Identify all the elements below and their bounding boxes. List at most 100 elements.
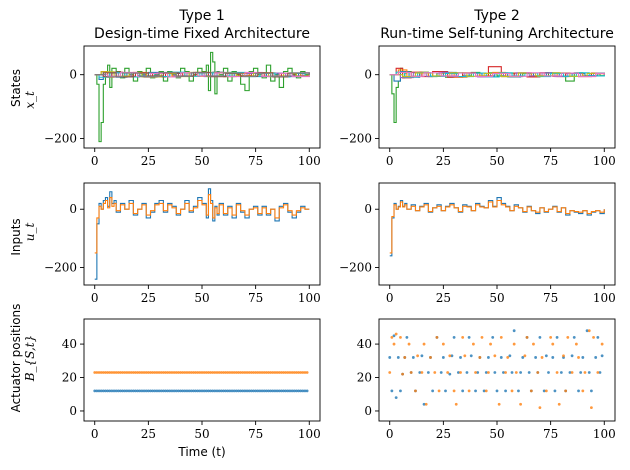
data-point <box>433 371 437 374</box>
data-point <box>260 371 264 374</box>
data-point <box>446 371 450 374</box>
data-point <box>271 389 275 393</box>
data-point <box>555 335 559 339</box>
data-point <box>183 371 187 374</box>
data-point <box>275 371 279 374</box>
data-point <box>506 356 510 359</box>
plot-area <box>94 51 310 143</box>
series-points-1 <box>388 329 604 410</box>
x-tick-label: 0 <box>91 427 99 441</box>
data-point <box>301 371 305 374</box>
data-point <box>189 371 193 374</box>
data-point <box>489 342 492 346</box>
y-tick-label: 0 <box>364 404 372 418</box>
data-point <box>279 389 283 393</box>
data-point <box>484 389 488 393</box>
data-point <box>222 389 225 393</box>
data-point <box>538 406 542 410</box>
data-point <box>125 371 129 374</box>
data-point <box>437 389 441 393</box>
y-tick-label: −200 <box>339 261 372 275</box>
x-tick-label: 75 <box>543 154 558 168</box>
data-point <box>305 389 309 393</box>
data-point <box>286 389 290 393</box>
data-point <box>249 389 253 393</box>
data-point <box>142 389 146 393</box>
x-tick-label: 50 <box>489 427 504 441</box>
data-point <box>441 356 445 359</box>
y-tick-label: 0 <box>364 68 372 82</box>
data-point <box>484 371 488 374</box>
data-point <box>431 389 435 393</box>
data-point <box>394 332 398 336</box>
data-point <box>487 356 490 359</box>
data-point <box>420 354 424 358</box>
data-point <box>140 371 144 374</box>
y-tick-label: 20 <box>357 371 372 385</box>
data-point <box>262 389 266 393</box>
panel-inputs-type2: 0 25 50 75 100 −200 0 <box>339 182 616 305</box>
data-point <box>200 389 204 393</box>
data-point <box>295 389 298 393</box>
data-point <box>286 371 290 374</box>
x-tick-label: 50 <box>489 154 504 168</box>
data-point <box>587 371 591 374</box>
x-axis-label: Time (t) <box>177 445 225 459</box>
data-point <box>590 389 593 393</box>
data-point <box>249 371 253 374</box>
data-point <box>544 389 548 393</box>
data-point <box>472 342 475 346</box>
data-point <box>596 335 600 339</box>
data-point <box>422 342 426 346</box>
data-point <box>441 342 445 346</box>
data-point <box>226 389 230 393</box>
data-point <box>409 371 413 374</box>
y-tick-label: −200 <box>339 131 372 145</box>
data-point <box>123 389 127 393</box>
x-tick-label: 25 <box>141 154 156 168</box>
series-line-9 <box>94 71 310 78</box>
data-point <box>452 335 456 339</box>
data-point <box>262 371 266 374</box>
data-point <box>444 389 447 393</box>
data-point <box>108 389 112 393</box>
data-point <box>146 371 150 374</box>
x-tick-label: 100 <box>593 291 616 305</box>
data-point <box>450 354 454 358</box>
data-point <box>465 371 469 374</box>
data-point <box>215 371 219 374</box>
data-point <box>97 389 101 393</box>
x-tick-label: 100 <box>298 291 321 305</box>
data-point <box>196 389 200 393</box>
data-point <box>207 389 210 393</box>
data-point <box>159 371 163 374</box>
data-point <box>260 389 264 393</box>
data-point <box>237 389 240 393</box>
x-tick-label: 75 <box>248 427 263 441</box>
data-point <box>170 389 174 393</box>
y-tick-label: 40 <box>357 337 372 351</box>
data-point <box>487 371 490 374</box>
data-point <box>536 371 540 374</box>
data-point <box>119 371 122 374</box>
data-point <box>157 371 161 374</box>
data-point <box>495 389 499 393</box>
data-point <box>112 371 116 374</box>
data-point <box>273 371 277 374</box>
data-point <box>230 389 234 393</box>
y-tick-label: 0 <box>69 68 77 82</box>
data-point <box>138 371 142 374</box>
data-point <box>551 342 555 346</box>
data-point <box>521 356 525 359</box>
data-point <box>181 371 185 374</box>
x-tick-label: 75 <box>248 154 263 168</box>
data-point <box>497 402 501 406</box>
row-symbol-inputs: u_t <box>23 223 37 242</box>
data-point <box>112 389 116 393</box>
data-point <box>232 389 236 393</box>
data-point <box>161 389 165 393</box>
data-point <box>110 389 114 393</box>
data-point <box>241 389 245 393</box>
data-point <box>290 371 294 374</box>
data-point <box>116 389 120 393</box>
